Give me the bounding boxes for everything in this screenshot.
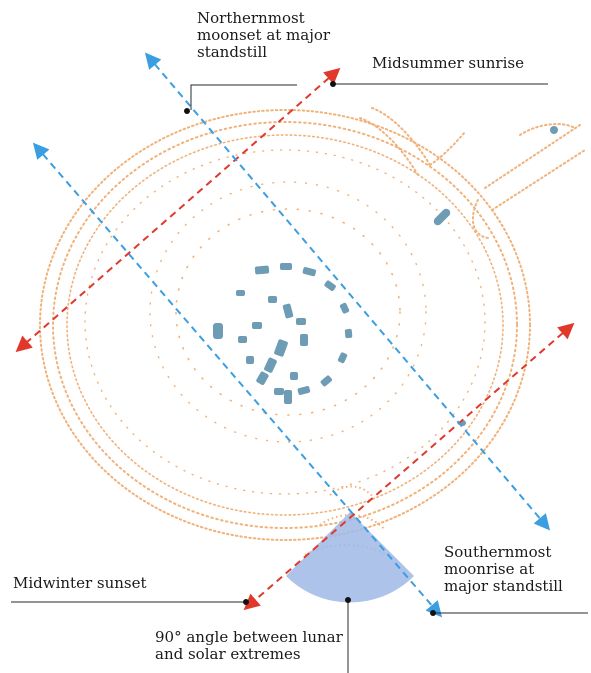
southernmost-moonrise-line: [32, 142, 443, 618]
angle-caption-label: 90° angle between lunar and solar extrem…: [155, 628, 343, 663]
midsummer-sunrise-label: Midsummer sunrise: [372, 54, 524, 72]
midwinter-sunset-label: Midwinter sunset: [13, 574, 147, 592]
southernmost-moonrise-label: Southernmost moonrise at major standstil…: [444, 543, 563, 595]
earthwork-rings: [39, 109, 531, 541]
leader-lines: [11, 83, 588, 673]
northernmost-moonset-label: Northernmost moonset at major standstill: [197, 9, 331, 61]
leader-dots: [184, 81, 436, 616]
northernmost-moonset-line: [144, 52, 551, 531]
